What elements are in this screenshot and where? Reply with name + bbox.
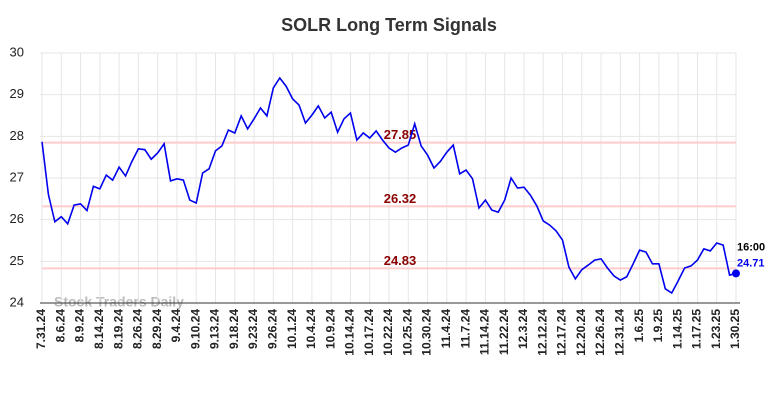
x-tick-label: 1.17.25 — [690, 309, 704, 349]
x-tick-label: 1.9.25 — [651, 309, 665, 343]
x-tick-label: 11.7.24 — [458, 309, 472, 349]
y-tick-label: 30 — [10, 44, 24, 59]
x-tick-label: 8.9.24 — [73, 309, 87, 343]
last-value-label: 24.71 — [737, 257, 765, 269]
x-tick-label: 1.14.25 — [670, 309, 684, 349]
last-time-label: 16:00 — [737, 241, 765, 253]
x-tick-label: 9.4.24 — [169, 309, 183, 343]
y-tick-label: 27 — [10, 169, 24, 184]
x-tick-label: 11.22.24 — [497, 309, 511, 355]
x-tick-label: 1.30.25 — [728, 309, 742, 349]
x-tick-label: 10.30.24 — [420, 309, 434, 356]
x-tick-label: 9.10.24 — [188, 309, 202, 349]
y-tick-label: 28 — [10, 128, 24, 143]
x-tick-label: 8.29.24 — [150, 309, 164, 349]
x-tick-label: 12.12.24 — [535, 309, 549, 356]
x-tick-label: 1.23.25 — [709, 309, 723, 349]
chart-title: SOLR Long Term Signals — [281, 15, 497, 35]
level-label: 24.83 — [384, 253, 417, 268]
x-tick-label: 7.31.24 — [34, 309, 48, 349]
y-tick-label: 25 — [10, 253, 24, 268]
line-series — [41, 76, 737, 295]
x-tick-label: 10.4.24 — [304, 309, 318, 349]
x-tick-label: 12.17.24 — [555, 309, 569, 356]
x-tick-label: 10.14.24 — [343, 309, 357, 356]
y-tick-label: 24 — [10, 294, 24, 309]
x-tick-label: 10.25.24 — [400, 309, 414, 356]
x-tick-label: 11.4.24 — [439, 309, 453, 349]
x-tick-label: 1.6.25 — [632, 309, 646, 343]
x-tick-label: 12.3.24 — [516, 309, 530, 349]
x-tick-label: 8.14.24 — [92, 309, 106, 349]
y-tick-label: 29 — [10, 86, 24, 101]
x-tick-label: 9.13.24 — [208, 309, 222, 349]
x-tick-label: 8.19.24 — [111, 309, 125, 349]
x-tick-label: 9.23.24 — [246, 309, 260, 349]
last-point — [732, 269, 740, 278]
x-tick-label: 10.17.24 — [362, 309, 376, 356]
y-tick-label: 26 — [10, 211, 24, 226]
x-tick-label: 10.1.24 — [285, 309, 299, 349]
x-tick-label: 11.14.24 — [478, 309, 492, 355]
x-tick-label: 8.26.24 — [131, 309, 145, 349]
x-tick-label: 10.9.24 — [323, 309, 337, 349]
x-tick-label: 12.31.24 — [613, 309, 627, 356]
x-tick-label: 12.20.24 — [574, 309, 588, 356]
level-label: 26.32 — [384, 191, 417, 206]
x-tick-label: 9.18.24 — [227, 309, 241, 349]
x-tick-label: 12.26.24 — [593, 309, 607, 356]
x-tick-label: 8.6.24 — [53, 309, 67, 343]
x-tick-label: 9.26.24 — [266, 309, 280, 349]
x-tick-label: 10.22.24 — [381, 309, 395, 356]
level-label: 27.85 — [384, 127, 417, 142]
